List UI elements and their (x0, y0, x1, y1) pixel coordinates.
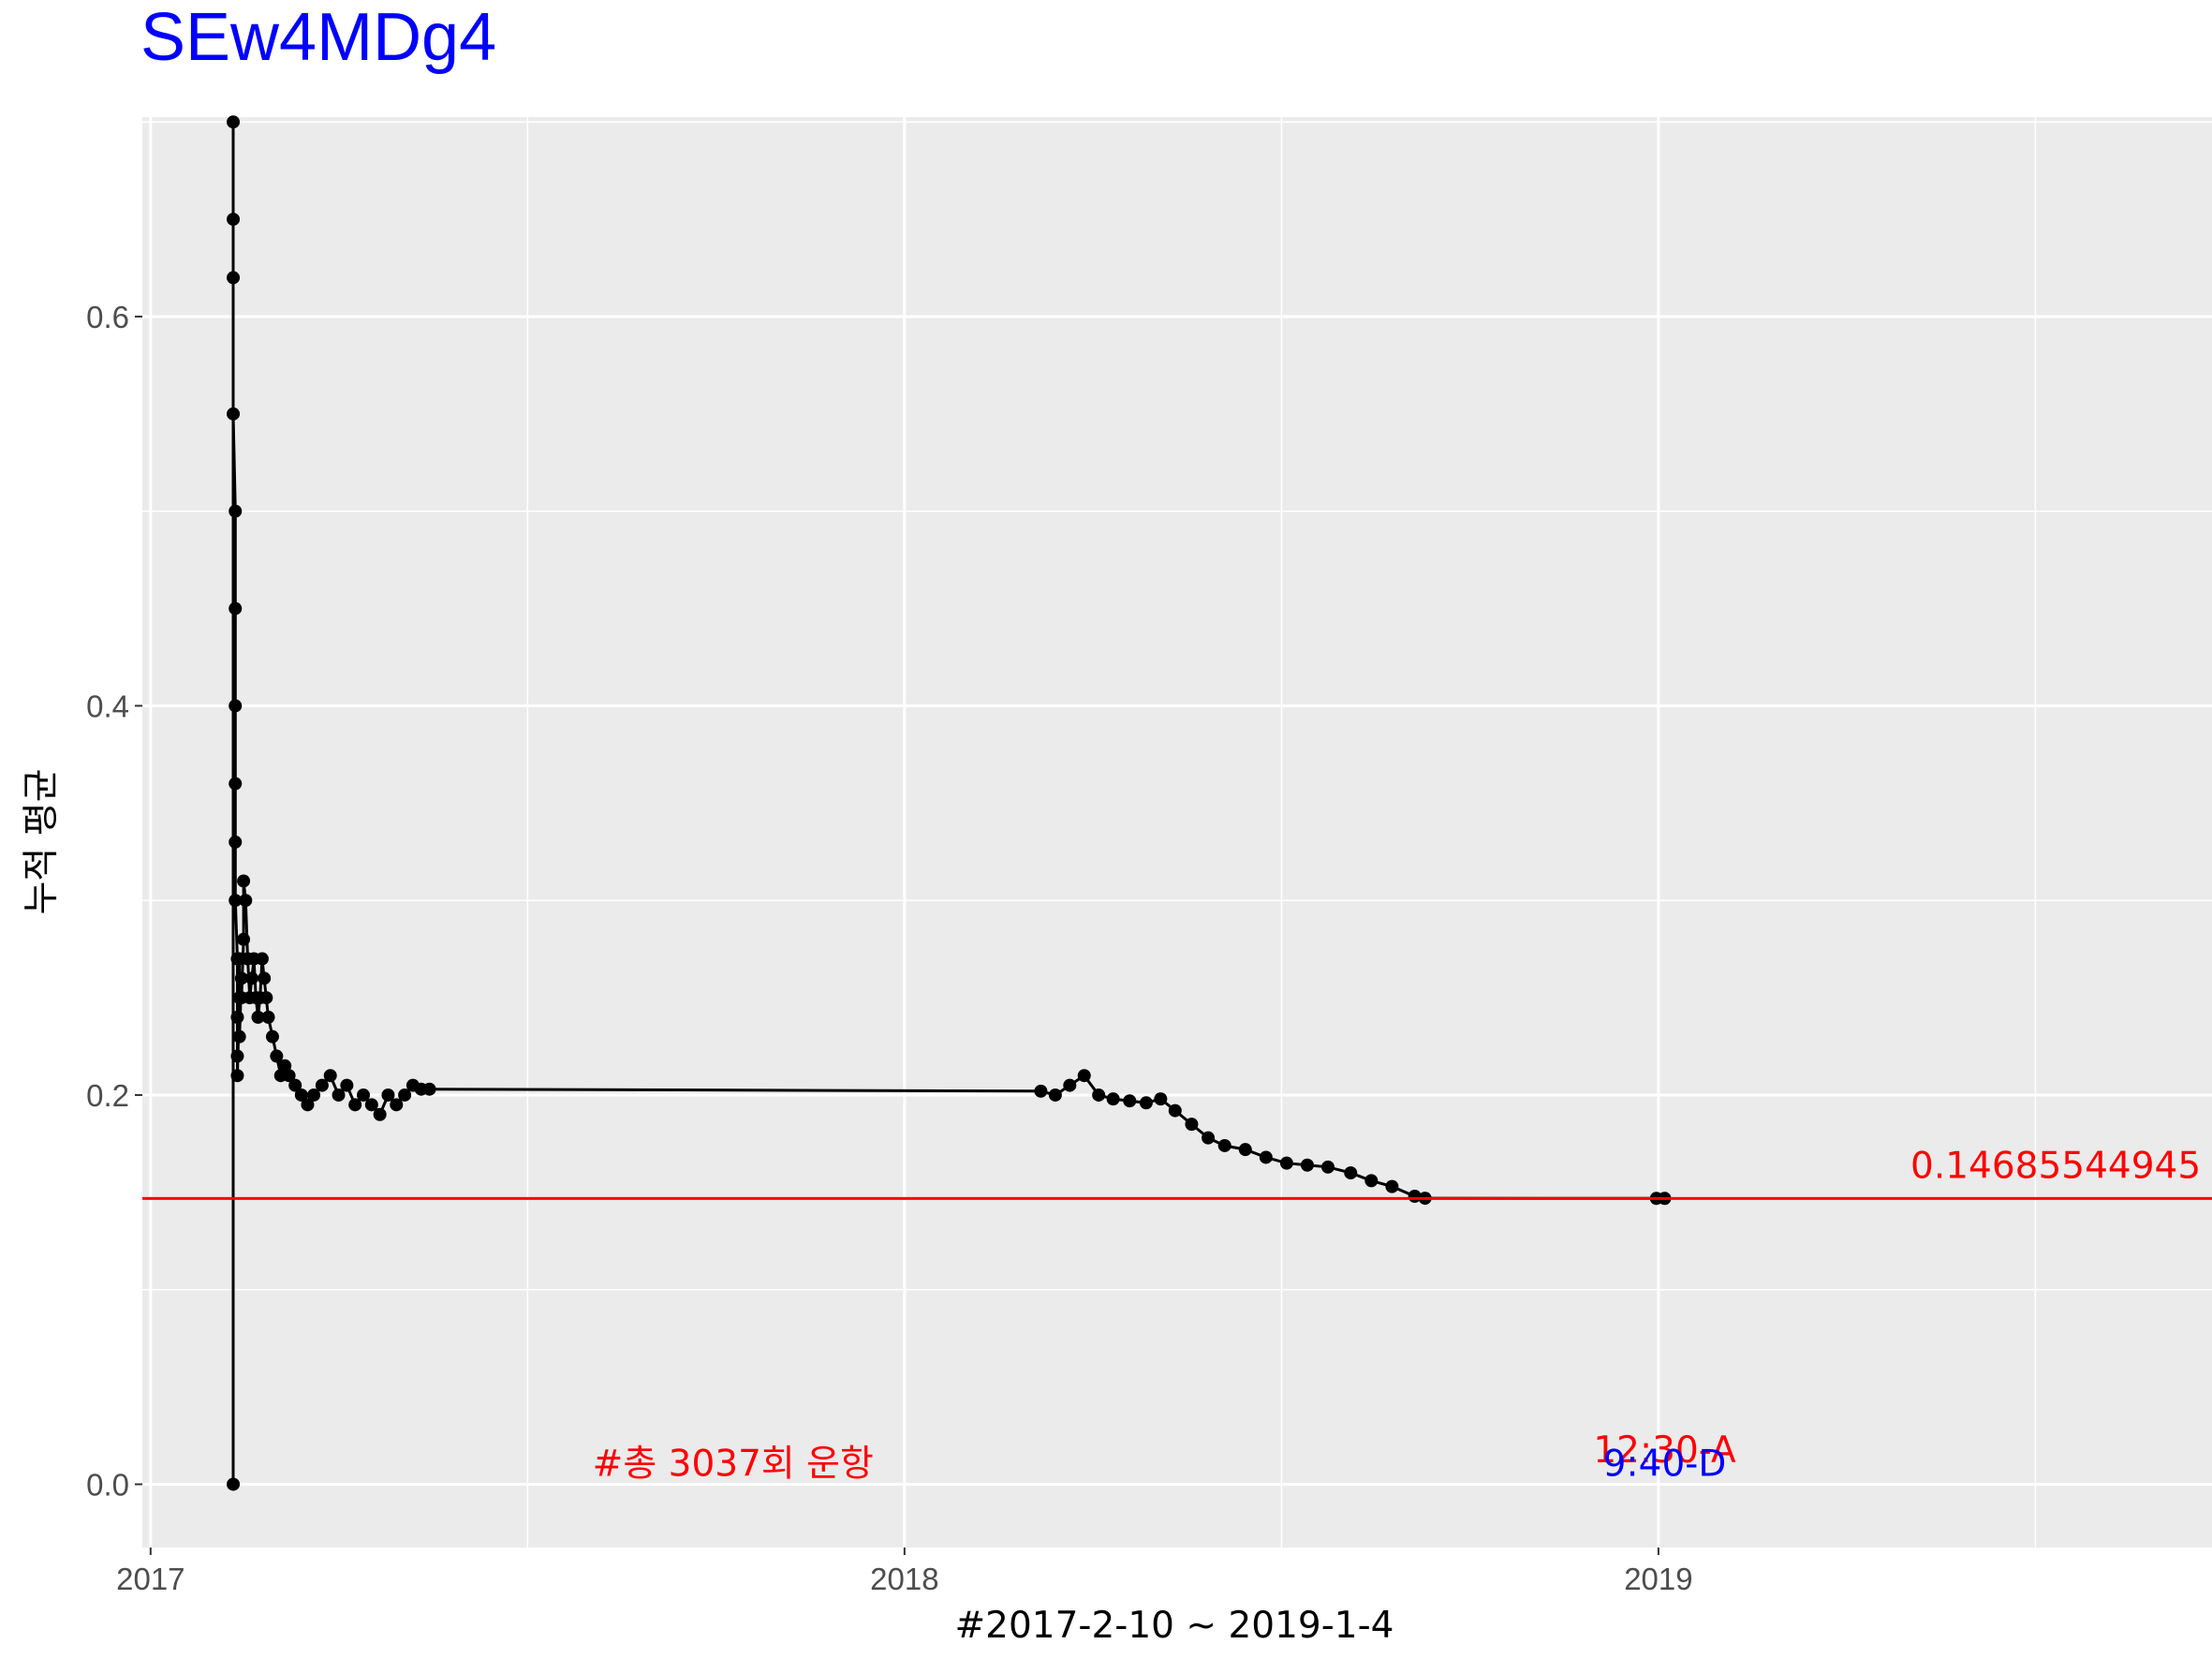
data-point (301, 1098, 315, 1112)
data-point (356, 1088, 370, 1102)
data-point (229, 504, 243, 518)
data-point (332, 1088, 346, 1102)
data-point (255, 952, 269, 966)
grid-major (142, 117, 2212, 1548)
data-point (381, 1088, 395, 1102)
annotation-label: 12:30-A (1593, 1429, 1736, 1472)
data-point (364, 1098, 378, 1112)
data-point (373, 1107, 387, 1121)
data-point (1344, 1166, 1358, 1180)
y-tick-label: 0.2 (86, 1078, 129, 1113)
data-point (422, 1082, 436, 1096)
data-point (230, 1069, 244, 1083)
plot-panel (142, 117, 2212, 1548)
data-point (348, 1098, 362, 1112)
data-point (1238, 1143, 1252, 1157)
series-layer (227, 115, 1672, 1491)
data-point (229, 835, 243, 849)
data-point (1300, 1158, 1314, 1172)
x-tick-label: 2018 (870, 1562, 938, 1596)
data-point (1217, 1138, 1231, 1152)
data-point (1385, 1179, 1399, 1193)
data-point (1279, 1156, 1293, 1170)
data-point (227, 407, 241, 421)
data-point (229, 699, 243, 713)
data-point (244, 971, 258, 985)
y-axis-title: 누적 평균 (21, 769, 63, 915)
data-point (261, 1010, 275, 1024)
data-point (398, 1088, 412, 1102)
data-point (237, 932, 251, 946)
y-tick-label: 0.4 (86, 689, 129, 723)
data-point (294, 1088, 308, 1102)
data-point (232, 1029, 246, 1044)
y-tick-label: 0.6 (86, 300, 129, 334)
data-point (1092, 1088, 1106, 1102)
data-point (323, 1069, 337, 1083)
data-point (227, 115, 241, 129)
data-point (1063, 1078, 1077, 1092)
axes-layer: 0.0 0.2 0.4 0.6 2017 2018 2019 (86, 300, 1692, 1596)
data-point (251, 1010, 265, 1024)
data-point (1034, 1084, 1048, 1098)
data-point (229, 777, 243, 791)
data-point (288, 1078, 302, 1092)
data-point (1123, 1094, 1137, 1108)
data-point (239, 894, 253, 908)
x-tick-label: 2017 (116, 1562, 184, 1596)
chart-title: SEw4MDg4 (140, 0, 497, 75)
data-point (1259, 1150, 1273, 1164)
data-point (282, 1069, 296, 1083)
data-point (227, 1477, 241, 1491)
x-tick-label: 2019 (1624, 1562, 1692, 1596)
data-point (1106, 1092, 1120, 1106)
data-point (237, 874, 251, 888)
x-axis-title: #2017-2-10 ~ 2019-1-4 (954, 1605, 1394, 1647)
data-point (1185, 1118, 1199, 1132)
data-point (307, 1088, 321, 1102)
annotation-label: #총 3037회 운항 (593, 1444, 874, 1486)
data-point (1154, 1092, 1168, 1106)
data-point (1364, 1174, 1379, 1188)
annotation-label: 9:40-D (1603, 1444, 1727, 1486)
data-point (259, 991, 273, 1005)
reference-line-layer: 0.14685544945 (142, 1145, 2212, 1200)
data-point (340, 1078, 354, 1092)
annotation-layer: #총 3037회 운항 12:30-A9:40-D (593, 1429, 1736, 1486)
data-point (230, 1049, 244, 1063)
data-point (1048, 1088, 1062, 1102)
data-point (315, 1078, 329, 1092)
data-point (1168, 1104, 1182, 1118)
data-point (265, 1029, 279, 1044)
data-point (270, 1049, 284, 1063)
data-point (227, 213, 241, 227)
data-point (1139, 1096, 1153, 1110)
data-point (1077, 1069, 1091, 1083)
grid-minor (142, 117, 2212, 1548)
data-point (258, 971, 272, 985)
data-point (234, 971, 248, 985)
data-point (1202, 1131, 1216, 1145)
data-point (1321, 1160, 1335, 1174)
mean-reference-label: 0.14685544945 (1910, 1145, 2201, 1187)
data-point (229, 894, 243, 908)
y-tick-label: 0.0 (86, 1467, 129, 1502)
data-point (230, 1010, 244, 1024)
data-point (229, 601, 243, 615)
data-point (390, 1098, 404, 1112)
data-point (227, 271, 241, 285)
